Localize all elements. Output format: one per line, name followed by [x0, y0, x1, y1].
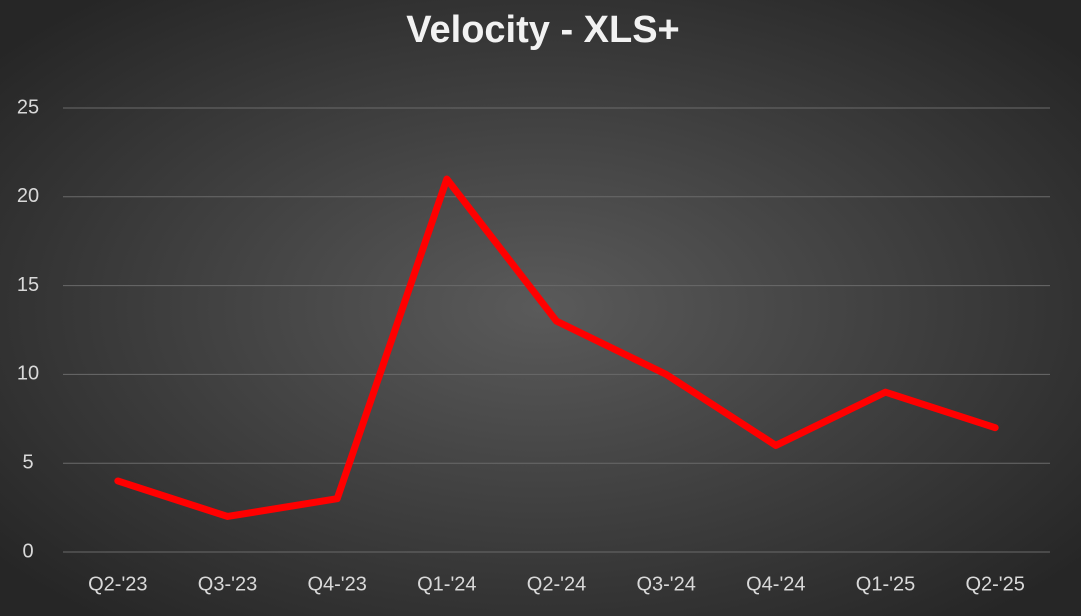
x-tick-label: Q2-'23 [88, 573, 147, 595]
x-tick-label: Q1-'25 [856, 573, 915, 595]
y-tick-label: 15 [17, 274, 39, 296]
y-tick-label: 10 [17, 363, 39, 385]
x-tick-label: Q4-'23 [307, 573, 366, 595]
x-tick-label: Q2-'24 [527, 573, 586, 595]
y-tick-label: 25 [17, 96, 39, 118]
y-tick-label: 5 [22, 451, 33, 473]
x-tick-label: Q1-'24 [417, 573, 476, 595]
line [114, 175, 999, 520]
x-tick-label: Q4-'24 [746, 573, 805, 595]
y-tick-label: 20 [17, 185, 39, 207]
x-tick-label: Q2-'25 [965, 573, 1024, 595]
y-tick-label: 0 [22, 540, 33, 562]
chart-title: Velocity - XLS+ [406, 9, 680, 51]
x-tick-label: Q3-'24 [636, 573, 695, 595]
x-tick-label: Q3-'23 [198, 573, 257, 595]
